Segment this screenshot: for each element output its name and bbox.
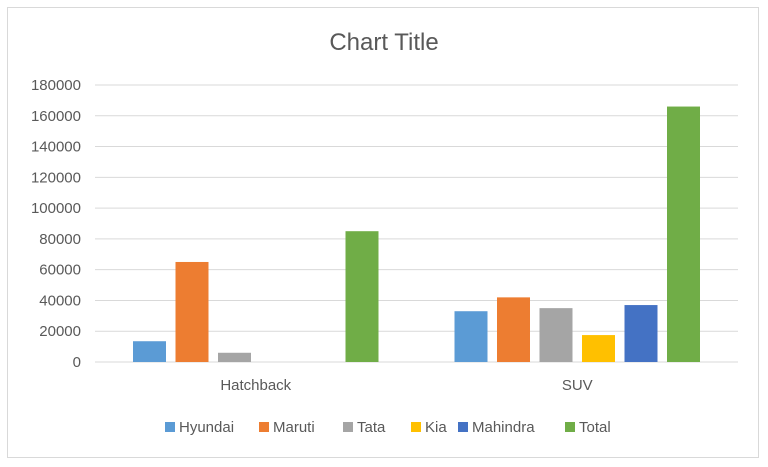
y-tick-label: 80000 — [39, 231, 81, 248]
legend-swatch-tata — [343, 422, 353, 432]
bar-total-suv — [667, 106, 700, 363]
legend-swatch-hyundai — [165, 422, 175, 432]
legend-label-kia: Kia — [425, 419, 447, 436]
bar-maruti-suv — [497, 297, 530, 362]
bar-hyundai-suv — [454, 311, 488, 362]
legend-swatch-total — [565, 422, 575, 432]
x-axis-categories: Hatchback SUV — [220, 377, 592, 394]
legend-label-total: Total — [579, 419, 611, 436]
y-axis-ticks: 0 20000 40000 60000 80000 100000 120000 140000 1… — [31, 77, 81, 371]
bar-tata-hatchback — [218, 352, 251, 362]
chart-title: Chart Title — [329, 29, 438, 56]
legend-swatch-mahindra — [458, 422, 468, 432]
bar-tata-suv — [539, 308, 573, 362]
y-tick-label: 40000 — [39, 292, 81, 309]
bar-maruti-hatchback — [175, 261, 209, 362]
y-tick-label: 140000 — [31, 139, 81, 156]
legend-label-tata: Tata — [357, 419, 386, 436]
bar-kia-suv — [582, 335, 615, 362]
x-category-label: Hatchback — [220, 377, 291, 394]
bars — [133, 106, 700, 363]
y-tick-label: 160000 — [31, 108, 81, 125]
legend: Hyundai Maruti Tata Kia Mahindra Total — [165, 419, 611, 436]
y-tick-label: 120000 — [31, 169, 81, 186]
bar-mahindra-suv — [624, 305, 658, 362]
bar-total-hatchback — [345, 231, 379, 362]
legend-label-mahindra: Mahindra — [472, 419, 535, 436]
y-tick-label: 20000 — [39, 323, 81, 340]
legend-label-maruti: Maruti — [273, 419, 315, 436]
legend-swatch-maruti — [259, 422, 269, 432]
y-tick-label: 0 — [73, 354, 81, 371]
legend-swatch-kia — [411, 422, 421, 432]
y-tick-label: 180000 — [31, 77, 81, 94]
chart-area — [7, 7, 759, 458]
y-tick-label: 100000 — [31, 200, 81, 217]
y-tick-label: 60000 — [39, 262, 81, 279]
legend-label-hyundai: Hyundai — [179, 419, 234, 436]
x-category-label: SUV — [562, 377, 593, 394]
bar-hyundai-hatchback — [133, 341, 166, 362]
